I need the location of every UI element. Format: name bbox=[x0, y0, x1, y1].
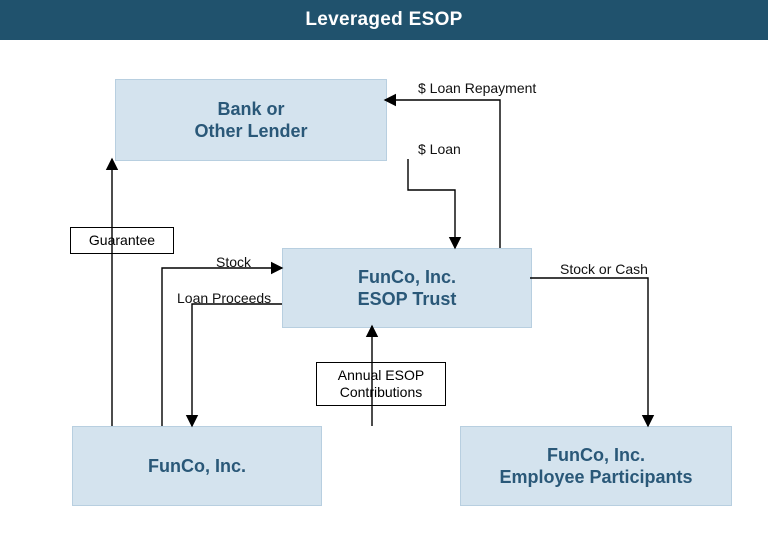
node-funco-line1: FunCo, Inc. bbox=[148, 455, 246, 478]
node-trust-line2: ESOP Trust bbox=[358, 288, 457, 311]
label-contributions-text2: Contributions bbox=[340, 384, 423, 400]
edge-label-loan: $ Loan bbox=[418, 141, 461, 157]
node-bank-line1: Bank or bbox=[194, 98, 307, 121]
node-employees: FunCo, Inc. Employee Participants bbox=[460, 426, 732, 506]
arrow-loan-bank-to-trust bbox=[408, 159, 455, 248]
arrow-proceeds-trust-to-funco bbox=[192, 304, 282, 426]
node-funco: FunCo, Inc. bbox=[72, 426, 322, 506]
label-guarantee-text: Guarantee bbox=[89, 232, 155, 248]
node-trust: FunCo, Inc. ESOP Trust bbox=[282, 248, 532, 328]
node-bank-line2: Other Lender bbox=[194, 120, 307, 143]
edge-label-stock: Stock bbox=[216, 254, 251, 270]
node-bank: Bank or Other Lender bbox=[115, 79, 387, 161]
label-contributions-text1: Annual ESOP bbox=[338, 367, 424, 383]
arrow-stockcash-trust-to-emp bbox=[530, 278, 648, 426]
label-box-guarantee: Guarantee bbox=[70, 227, 174, 254]
header-bar: Leveraged ESOP bbox=[0, 0, 768, 40]
header-title: Leveraged ESOP bbox=[305, 9, 462, 30]
node-employees-line2: Employee Participants bbox=[499, 466, 692, 489]
edge-label-loan-repayment: $ Loan Repayment bbox=[418, 80, 536, 96]
label-box-contributions: Annual ESOP Contributions bbox=[316, 362, 446, 406]
arrow-repay-trust-to-bank bbox=[385, 100, 500, 248]
node-trust-line1: FunCo, Inc. bbox=[358, 266, 457, 289]
node-employees-line1: FunCo, Inc. bbox=[499, 444, 692, 467]
edge-label-loan-proceeds: Loan Proceeds bbox=[177, 290, 271, 306]
edge-label-stock-or-cash: Stock or Cash bbox=[560, 261, 648, 277]
